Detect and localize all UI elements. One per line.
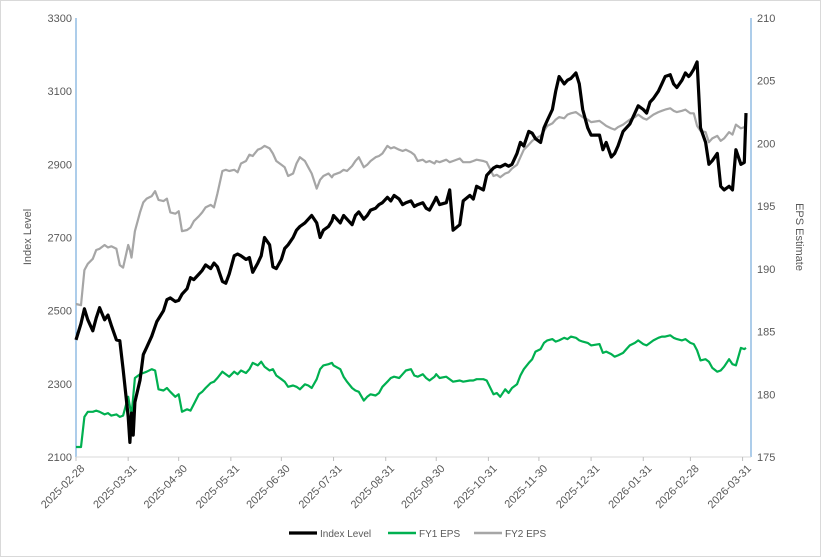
x-tick-label: 2025-05-31 xyxy=(194,463,242,511)
y-tick-label: 2500 xyxy=(48,306,72,318)
chart-ticks: 2100 2300 2500 2700 2900 3100 3300 175 180 185 190… xyxy=(39,13,775,511)
y2-tick-label: 210 xyxy=(757,13,775,25)
x-tick-label: 2025-06-30 xyxy=(244,463,292,511)
x-tick-label: 2025-03-31 xyxy=(91,463,139,511)
y-tick-label: 2900 xyxy=(48,159,72,171)
y2-tick-label: 195 xyxy=(757,201,775,213)
y2-tick-label: 175 xyxy=(757,452,775,464)
x-tick-label: 2026-02-28 xyxy=(653,463,701,511)
x-tick-label: 2026-01-31 xyxy=(606,463,654,511)
series-line-index-level xyxy=(74,60,748,444)
legend-label-index-level: Index Level xyxy=(320,529,371,540)
x-tick-label: 2025-08-31 xyxy=(349,463,397,511)
series-line-fy1-eps xyxy=(76,334,747,449)
x-tick-label: 2025-07-31 xyxy=(297,463,345,511)
y2-axis-label: EPS Estimate xyxy=(793,203,805,271)
y2-tick-label: 180 xyxy=(757,389,775,401)
y2-tick-label: 200 xyxy=(757,138,775,150)
y-tick-label: 2700 xyxy=(48,233,72,245)
y-tick-label: 2100 xyxy=(48,452,72,464)
x-tick-label: 2025-11-30 xyxy=(503,463,551,511)
x-tick-label: 2025-04-30 xyxy=(142,463,190,511)
legend-label-fy2-eps: FY2 EPS xyxy=(505,529,546,540)
chart-legend: Index Level FY1 EPS FY2 EPS xyxy=(289,529,546,540)
legend-label-fy1-eps: FY1 EPS xyxy=(419,529,460,540)
y-tick-label: 2300 xyxy=(48,379,72,391)
y-tick-label: 3300 xyxy=(48,13,72,25)
y-axis-label: Index Level xyxy=(22,209,34,265)
y2-tick-label: 205 xyxy=(757,76,775,88)
x-tick-label: 2025-12-31 xyxy=(554,463,602,511)
y-tick-label: 3100 xyxy=(48,86,72,98)
chart-axes xyxy=(75,18,752,458)
series-line-fy2-eps xyxy=(75,107,746,307)
x-tick-label: 2025-09-30 xyxy=(399,463,447,511)
y2-tick-label: 185 xyxy=(757,327,775,339)
x-tick-label: 2026-03-31 xyxy=(706,463,754,511)
y2-tick-label: 190 xyxy=(757,264,775,276)
x-tick-label: 2025-02-28 xyxy=(39,463,87,511)
x-tick-label: 2025-10-31 xyxy=(451,463,499,511)
chart-series xyxy=(74,60,748,449)
